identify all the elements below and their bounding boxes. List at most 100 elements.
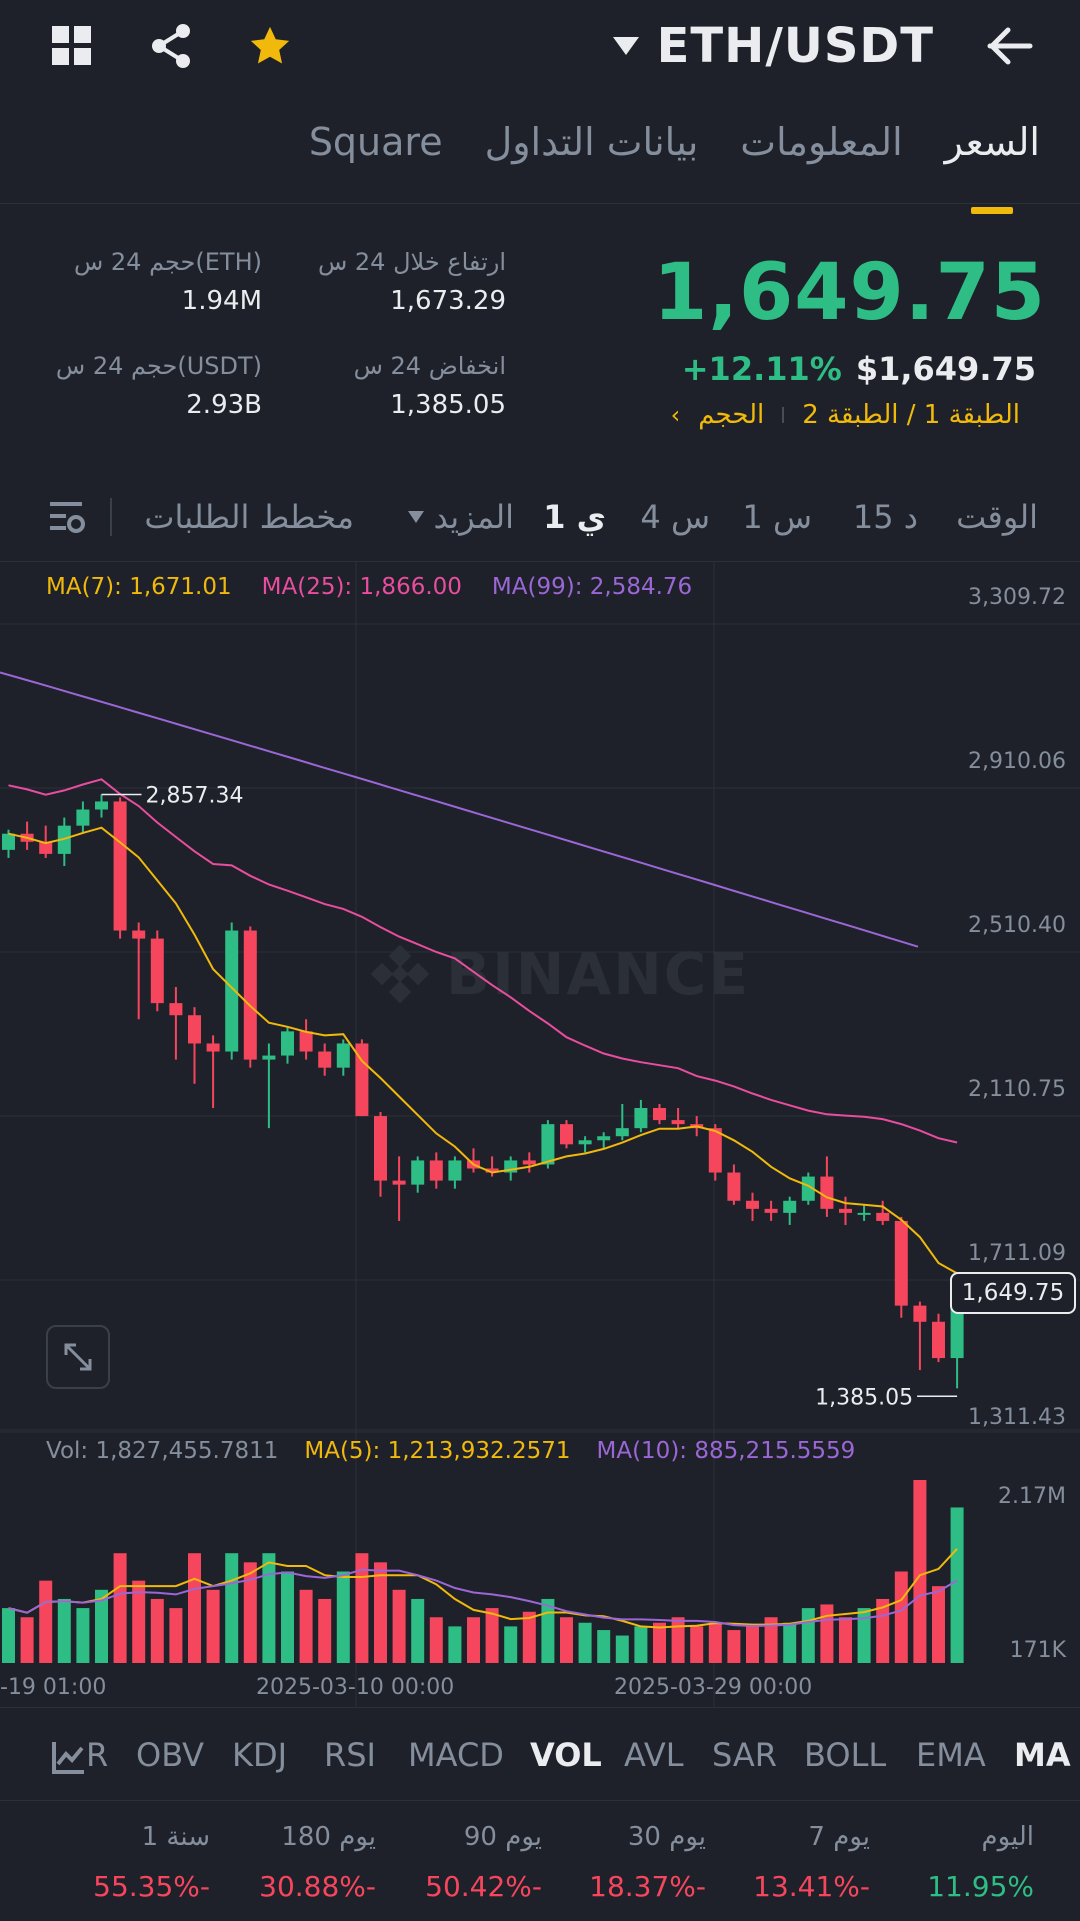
tier-row: ‹ الحجم الطبقة 1 / الطبقة 2 [671, 400, 1020, 430]
stat-vol-eth-value: 1.94M [181, 286, 262, 316]
perf-value: 50.42%- [425, 1870, 542, 1903]
indicator-settings-icon[interactable] [52, 1740, 86, 1778]
volume-bar [150, 1598, 164, 1663]
volume-bar [411, 1598, 425, 1663]
share-icon[interactable] [142, 18, 202, 74]
interval-15m[interactable]: 15 د [852, 498, 918, 536]
tier-link[interactable]: الطبقة 1 / الطبقة 2 [802, 400, 1020, 430]
indicator-boll[interactable]: BOLL [804, 1736, 887, 1774]
candle [597, 1136, 611, 1141]
price-usd: $1,649.75 [855, 350, 1036, 388]
indicator-ma[interactable]: MA [1014, 1736, 1071, 1774]
volume-bar [671, 1617, 685, 1663]
candle [243, 930, 257, 1060]
stat-low: انخفاض 24 س 1,385.05 [354, 352, 506, 420]
star-icon[interactable] [240, 18, 300, 74]
grid-icon[interactable] [42, 18, 102, 74]
ma99-line [0, 671, 919, 948]
candle [764, 1208, 778, 1213]
tab-info[interactable]: المعلومات [740, 120, 903, 164]
pair-title: ETH/USDT [656, 18, 934, 74]
x-tick-label: 2025-03-29 00:00 [614, 1675, 813, 1700]
chevron-left-icon: ‹ [670, 401, 681, 429]
pair-selector[interactable]: ETH/USDT [612, 14, 934, 78]
indicator-vol[interactable]: VOL [530, 1736, 602, 1774]
perf-7d: 7 يوم 13.41%- [753, 1822, 870, 1903]
chart-settings-icon[interactable] [48, 500, 88, 540]
perf-value: 30.88%- [259, 1870, 376, 1903]
x-tick-label: -19 01:00 [0, 1675, 107, 1700]
tab-trading-data[interactable]: بيانات التداول [484, 120, 699, 164]
candle [876, 1212, 890, 1221]
candle [560, 1124, 573, 1145]
depth-chart-tab[interactable]: مخطط الطلبات [144, 498, 354, 536]
vol-tick-label: 2.17M [998, 1484, 1066, 1509]
indicator-sar[interactable]: SAR [712, 1736, 778, 1774]
candle [615, 1128, 629, 1137]
volume-bar [20, 1617, 34, 1663]
price-chart[interactable]: 2,857.34 1,385.05 [0, 562, 1080, 1707]
candle [746, 1200, 759, 1209]
candle [708, 1128, 722, 1173]
divider [0, 561, 1080, 562]
candle [318, 1051, 332, 1068]
indicator-kdj[interactable]: KDJ [232, 1736, 288, 1774]
dropdown-caret-icon [407, 511, 424, 523]
candle [169, 1003, 183, 1016]
volume-bar [690, 1626, 704, 1663]
tab-square[interactable]: Square [308, 120, 443, 164]
candle [820, 1176, 834, 1209]
indicator-ema[interactable]: EMA [916, 1736, 986, 1774]
y-tick-label: 2,910.06 [968, 749, 1066, 774]
volume-bar [281, 1571, 294, 1663]
more-intervals-button[interactable]: المزيد [407, 498, 514, 536]
high-marker-label: 2,857.34 [146, 783, 244, 808]
candle [653, 1108, 666, 1121]
stat-vol-usdt-label: حجم 24 س(USDT) [55, 352, 262, 380]
y-tick-label: 3,309.72 [968, 585, 1066, 610]
candle [894, 1220, 908, 1306]
back-arrow-icon[interactable] [980, 18, 1040, 74]
interval-4h[interactable]: 4 س [640, 498, 710, 536]
tab-price[interactable]: السعر [944, 120, 1040, 164]
interval-1d[interactable]: 1 ي [543, 498, 606, 536]
interval-time-label[interactable]: الوقت [956, 498, 1038, 536]
candle [150, 938, 164, 1004]
perf-value: 18.37%- [589, 1870, 706, 1903]
indicator-r[interactable]: R [86, 1736, 109, 1774]
volume-bar [522, 1611, 536, 1663]
volume-tier-link[interactable]: الحجم [698, 400, 765, 430]
volume-bar [169, 1608, 183, 1663]
y-tick-label: 1,711.09 [968, 1241, 1066, 1266]
indicator-avl[interactable]: AVL [624, 1736, 684, 1774]
volume-bar [76, 1608, 90, 1663]
interval-1h[interactable]: 1 س [742, 498, 812, 536]
indicator-bar: R OBV KDJ RSI MACD VOL AVL SAR BOLL EMA … [0, 1736, 1080, 1792]
volume-bar [857, 1608, 871, 1663]
perf-90d: 90 يوم 50.42%- [425, 1822, 542, 1903]
indicator-obv[interactable]: OBV [136, 1736, 205, 1774]
indicator-rsi[interactable]: RSI [324, 1736, 376, 1774]
vol-legend: Vol: 1,827,455.7811 [46, 1438, 279, 1464]
perf-1y: 1 سنة 55.35%- [93, 1822, 210, 1903]
candle [522, 1160, 536, 1165]
volume-bar [504, 1626, 518, 1663]
perf-180d: 180 يوم 30.88%- [259, 1822, 376, 1903]
fullscreen-button[interactable] [46, 1325, 110, 1389]
volume-bar [132, 1580, 146, 1663]
volume-bar [429, 1617, 443, 1663]
candle [281, 1031, 294, 1056]
candle [95, 801, 108, 810]
volume-bar [318, 1598, 332, 1663]
candle [113, 801, 127, 931]
indicator-macd[interactable]: MACD [408, 1736, 504, 1774]
volume-bar [913, 1480, 927, 1663]
volume-bar [299, 1589, 313, 1663]
stat-vol-usdt: حجم 24 س(USDT) 2.93B [56, 352, 262, 420]
perf-value: 55.35%- [93, 1870, 210, 1903]
volume-bar [485, 1608, 499, 1663]
price-change-row: +12.11% $1,649.75 [682, 350, 1036, 388]
perf-label: 90 يوم [463, 1822, 542, 1852]
volume-bar [839, 1617, 852, 1663]
volume-bar [764, 1617, 778, 1663]
